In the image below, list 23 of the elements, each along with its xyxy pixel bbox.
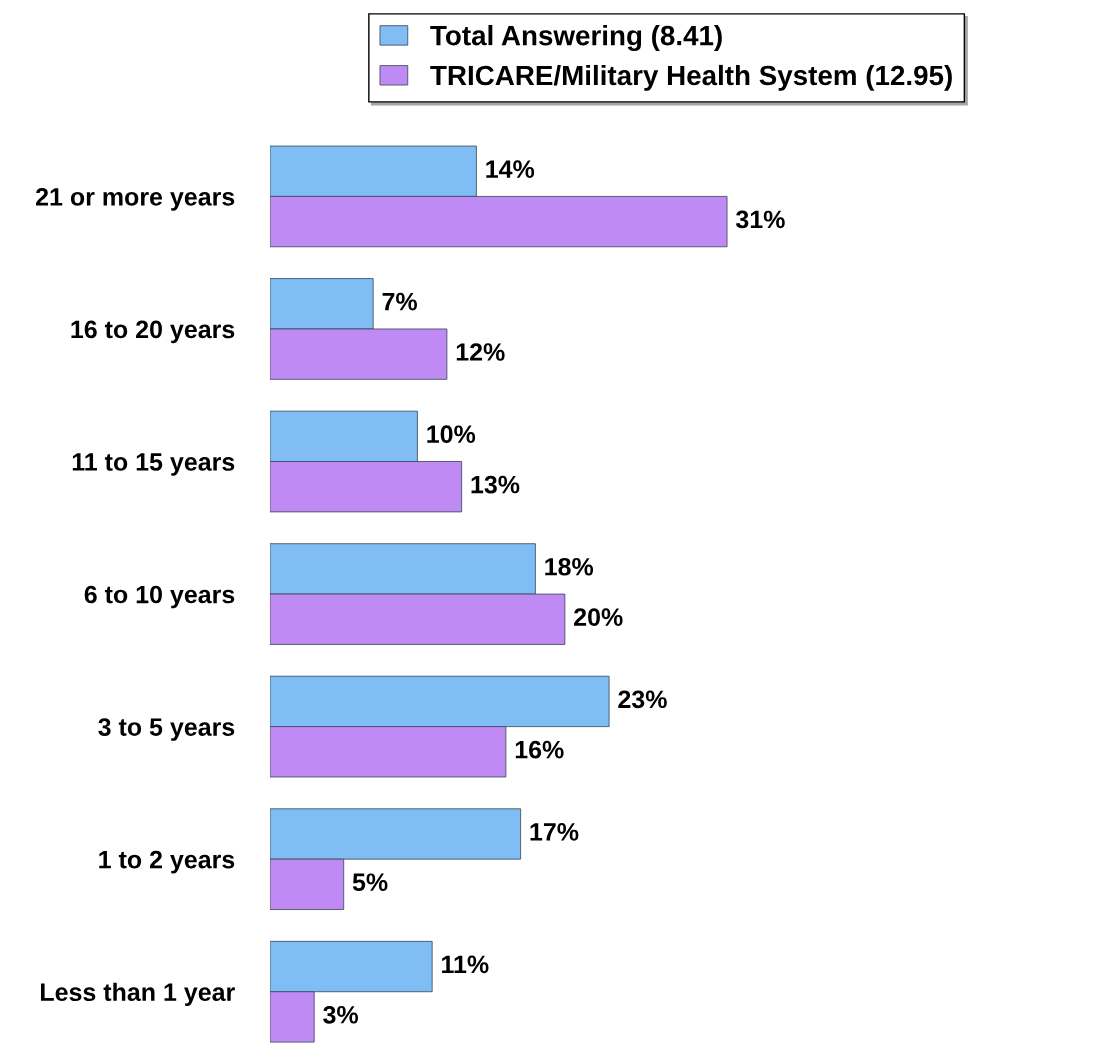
y-tick-label: 6 to 10 years [84, 585, 235, 609]
y-tick-label: 3 to 5 years [98, 718, 235, 741]
data-label: 16% [515, 740, 564, 759]
y-tick-label: 1 to 2 years [99, 850, 235, 874]
data-label: 10% [427, 425, 476, 444]
y-tick-label: 11 to 15 years [72, 453, 235, 476]
data-label: 5% [352, 873, 388, 892]
data-label: 17% [530, 823, 579, 841]
legend-label: TRICARE/Military Health System (12.95) [430, 64, 952, 91]
legend-label: Total Answering (8.41) [430, 25, 722, 52]
y-tick-label: 16 to 20 years [71, 320, 235, 344]
data-label: 12% [456, 343, 505, 361]
data-label: 18% [545, 557, 594, 576]
data-label: 3% [323, 1005, 359, 1024]
data-label: 14% [486, 160, 535, 178]
data-label: 11% [442, 955, 489, 974]
data-label: 7% [382, 292, 417, 311]
data-label: 20% [574, 608, 623, 626]
data-label: 31% [735, 210, 785, 229]
y-tick-label: 21 or more years [36, 188, 235, 211]
data-label: 23% [618, 690, 667, 709]
data-label: 13% [471, 475, 520, 494]
y-tick-label: Less than 1 year [41, 982, 235, 1006]
